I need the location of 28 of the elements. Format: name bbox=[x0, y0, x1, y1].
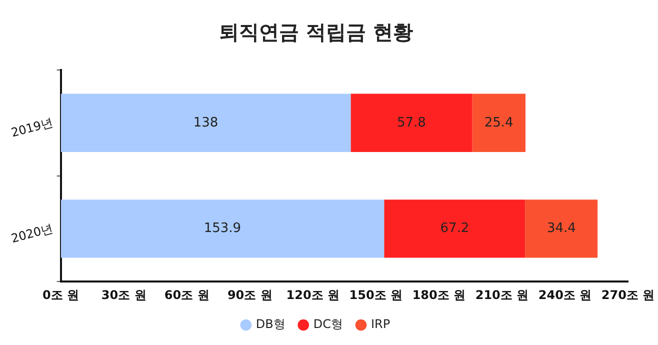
x-tick-label: 30조 원 bbox=[101, 288, 146, 302]
bar bbox=[472, 94, 526, 152]
data-label: 25.4 bbox=[484, 115, 514, 130]
x-tick-label: 120조 원 bbox=[286, 288, 340, 302]
x-tick-label: 210조 원 bbox=[475, 288, 529, 302]
y-tick-label: 2019년 bbox=[10, 115, 54, 140]
data-label: 153.9 bbox=[204, 221, 242, 236]
data-label: 67.2 bbox=[440, 221, 470, 236]
data-label: 34.4 bbox=[546, 221, 576, 236]
legend-label: IRP bbox=[370, 317, 390, 332]
x-tick-label: 0조 원 bbox=[42, 288, 80, 302]
x-tick-label: 270조 원 bbox=[601, 288, 655, 302]
bar bbox=[384, 200, 526, 258]
data-label: 138 bbox=[193, 115, 218, 130]
bar bbox=[350, 94, 472, 152]
x-tick-label: 240조 원 bbox=[538, 288, 592, 302]
chart-title: 퇴직연금 적립금 현황 bbox=[219, 20, 413, 44]
data-label: 57.8 bbox=[396, 115, 426, 130]
x-tick-label: 180조 원 bbox=[412, 288, 466, 302]
x-tick-label: 60조 원 bbox=[164, 288, 210, 302]
x-tick-label: 150조 원 bbox=[349, 288, 403, 302]
bar bbox=[60, 94, 351, 152]
legend-label: DC형 bbox=[313, 317, 343, 332]
bar bbox=[525, 200, 598, 258]
legend-label: DB형 bbox=[256, 317, 286, 332]
x-tick-label: 90조 원 bbox=[227, 288, 272, 302]
bar bbox=[60, 200, 384, 258]
y-tick-label: 2020년 bbox=[10, 221, 54, 246]
